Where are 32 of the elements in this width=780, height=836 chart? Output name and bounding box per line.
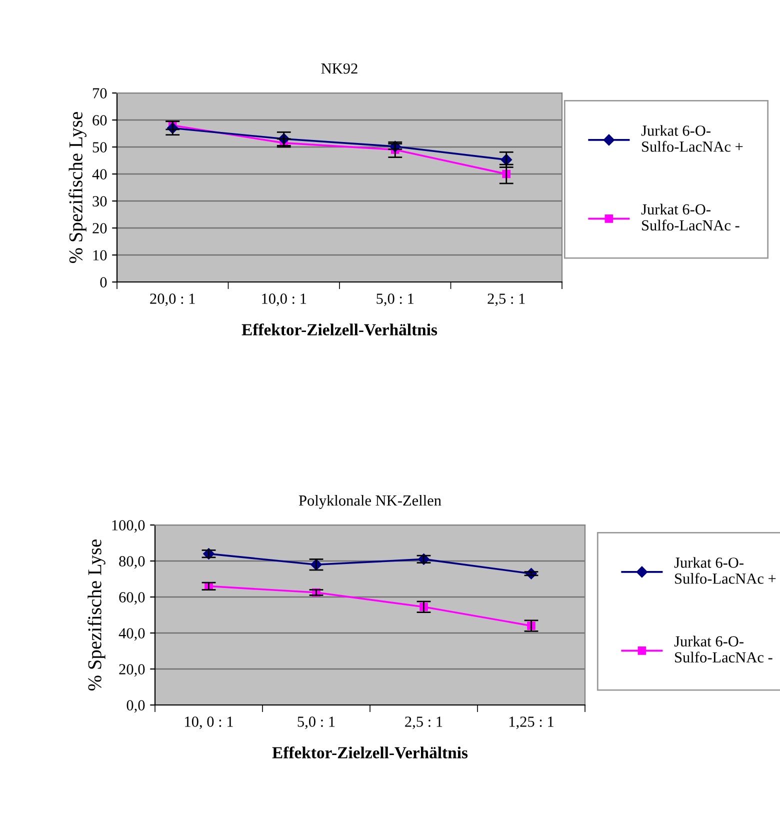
x-tick-label: 10,0 : 1 [262,294,306,306]
x-axis-title: Effektor-Zielzell-Verhältnis [272,746,468,758]
chart-title: Polyklonale NK-Zellen [298,494,442,509]
y-axis-title: % Spezifische Lyse [87,540,106,690]
x-tick-label: 2,5 : 1 [405,716,442,730]
x-tick-label: 5,0 : 1 [298,716,335,730]
x-tick-label: 1,25 : 1 [509,716,554,730]
chart-title: NK92 [321,63,358,74]
x-tick-label: 10, 0 : 1 [185,716,233,730]
y-tick-label: 50 [92,142,107,152]
y-tick-label: 40 [92,169,107,180]
y-tick-label: 20,0 [119,664,145,677]
y-tick-label: 80,0 [119,556,145,569]
x-axis-title: Effektor-Zielzell-Verhältnis [242,323,438,336]
x-tick-label: 20,0 : 1 [150,294,195,306]
y-tick-label: 60,0 [119,592,145,605]
legend-label: Jurkat 6-O- Sulfo-LacNAc + [641,125,743,152]
y-axis-title: % Spezifische Lyse [68,112,86,263]
y-tick-label: 10 [93,250,107,260]
y-tick-label: 40,0 [118,628,145,641]
y-tick-label: 30 [92,196,107,206]
legend-label: Jurkat 6-O- Sulfo-LacNAc - [674,636,772,663]
y-tick-label: 70 [93,88,107,98]
y-tick-label: 20 [92,223,107,234]
y-tick-label: 0,0 [126,700,145,713]
y-tick-label: 100,0 [112,520,145,533]
legend-label: Jurkat 6-O- Sulfo-LacNAc - [641,204,740,231]
y-tick-label: 0 [100,277,107,288]
x-tick-label: 5,0 : 1 [376,294,414,306]
x-tick-label: 2,5 : 1 [488,294,525,306]
legend-label: Jurkat 6-O- Sulfo-LacNAc + [674,557,776,584]
y-tick-label: 60 [92,115,107,126]
